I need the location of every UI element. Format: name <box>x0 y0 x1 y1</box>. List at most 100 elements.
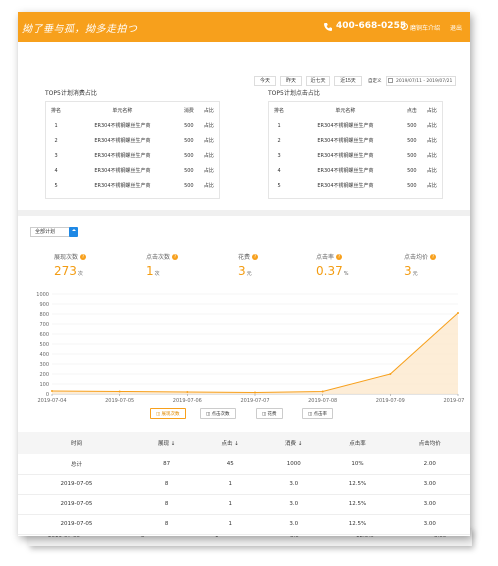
question-icon[interactable]: ? <box>252 253 259 260</box>
cell: ER304不锈钢螺丝生产商 <box>317 168 374 174</box>
legend-impressions-icon: ◫ <box>156 411 162 416</box>
cell: 10% <box>325 454 390 475</box>
cell: ER304不锈钢螺丝生产商 <box>317 183 374 189</box>
cell: 1000 <box>261 454 326 475</box>
table-row: 1 ER304不锈钢螺丝生产商 500 占比 <box>269 118 442 133</box>
cell: 12.5% <box>325 474 390 495</box>
top5-cost-panel: 排名 单元名称 消费 占比 1 ER304不锈钢螺丝生产商 500 占比 2 ER304… <box>45 101 220 199</box>
cell: 占比 <box>203 153 214 159</box>
trend-section <box>18 216 470 446</box>
metric-unit: 元 <box>246 271 252 277</box>
cell: 5 <box>277 182 281 189</box>
question-icon[interactable]: ? <box>80 253 87 260</box>
sort-icon[interactable]: ↓ <box>234 441 239 447</box>
x-tick-label: 2019-07-10 <box>443 398 464 404</box>
question-icon[interactable]: ? <box>172 253 179 260</box>
filter-yesterday-button[interactable]: 昨天 <box>280 76 302 86</box>
table-row: 2 ER304不锈钢螺丝生产商 500 占比 <box>269 133 442 148</box>
data-point <box>254 391 256 394</box>
trend-area-chart: 0 100 200 300 400 500 600 700 800 900 1000 2019-07-… <box>36 292 464 404</box>
cell: 2019-07-05 <box>18 474 135 495</box>
sort-icon[interactable]: ↓ <box>170 441 176 447</box>
shadow-cell-cost: 3.0 <box>290 533 299 539</box>
data-point <box>321 390 324 393</box>
question-icon[interactable]: ? <box>336 253 343 260</box>
legend-cost-button[interactable]: ◫ 花费 <box>256 408 283 419</box>
cell: 500 <box>184 152 194 159</box>
cell: 3 <box>277 152 281 159</box>
col-impressions[interactable]: 展现 ↓ <box>134 432 199 454</box>
col-rank: 排名 <box>51 107 62 114</box>
data-point <box>118 390 121 393</box>
y-tick-label: 100 <box>39 382 49 388</box>
cell: 500 <box>184 122 194 129</box>
metric-ctr: 点击率? 0.37% <box>316 252 396 278</box>
logout-link[interactable]: 退出 <box>450 25 463 32</box>
cell: 3.00 <box>389 474 470 495</box>
cell: 占比 <box>203 183 214 189</box>
date-range-picker[interactable]: 2019/07/11 - 2019/07/21 <box>386 76 456 86</box>
metric-cost: 花费? 3元 <box>238 252 318 278</box>
calendar-icon <box>388 78 393 83</box>
metric-label: 花费 <box>238 254 251 261</box>
col-share: 占比 <box>426 107 437 114</box>
y-tick-label: 400 <box>39 352 49 358</box>
col-avg: 点击均价 <box>389 432 470 454</box>
cell: 占比 <box>203 168 214 174</box>
filter-last7-button[interactable]: 近七天 <box>306 76 330 86</box>
section-divider <box>18 210 470 216</box>
cell: 3.0 <box>261 494 326 515</box>
cell: ER304不锈钢螺丝生产商 <box>94 153 151 159</box>
x-tick-label: 2019-07-07 <box>240 398 269 404</box>
x-tick-label: 2019-07-09 <box>376 398 405 404</box>
col-label: 点击 <box>221 441 233 447</box>
top5-click-title: TOP5计划点击占比 <box>268 90 320 97</box>
metric-unit: % <box>343 271 349 277</box>
top5-cost-table: 排名 单元名称 消费 占比 1 ER304不锈钢螺丝生产商 500 占比 2 ER304… <box>46 102 219 193</box>
cell: 500 <box>184 137 194 144</box>
legend-ctr-button[interactable]: ◫ 点击率 <box>302 408 334 419</box>
legend-ctr-icon: ◫ <box>308 411 314 416</box>
question-icon[interactable]: ? <box>430 253 437 260</box>
legend-clicks-label: 点击次数 <box>211 411 230 416</box>
cell: 2.00 <box>389 454 470 475</box>
filter-last15-button[interactable]: 近15天 <box>334 76 362 86</box>
cell: 500 <box>184 182 194 189</box>
cell: 5 <box>54 182 58 189</box>
col-clicks[interactable]: 点击 ↓ <box>198 432 262 454</box>
legend-clicks-button[interactable]: ◫ 点击次数 <box>200 408 236 419</box>
filter-custom-label[interactable]: 自定义 <box>368 79 382 84</box>
legend-impressions-button[interactable]: ◫ 展现次数 <box>150 408 186 419</box>
data-point <box>457 312 459 314</box>
sort-icon[interactable]: ↓ <box>297 441 303 447</box>
shadow-cell-ctr: 12.5% <box>356 533 374 539</box>
x-tick-label: 2019-07-04 <box>37 398 66 404</box>
top-header-bar: 拗了垂与孤，拗多走拍つ 400-668-0255 磨铜车介绍 退出 <box>18 12 470 42</box>
user-icon <box>401 23 408 30</box>
metric-unit: 次 <box>154 271 160 277</box>
filter-today-button[interactable]: 今天 <box>254 76 276 86</box>
y-tick-label: 300 <box>39 362 49 368</box>
cell: ER304不锈钢螺丝生产商 <box>94 168 151 174</box>
daily-data-table: 时间 展现 ↓ 点击 ↓ 消费 ↓ 点击率 点击均价 总计 87 45 1000 10%… <box>18 432 470 536</box>
data-point <box>51 390 53 392</box>
y-tick-label: 900 <box>39 302 49 308</box>
hotline-number: 400-668-0255 <box>336 21 407 31</box>
col-cost[interactable]: 消费 ↓ <box>261 432 326 454</box>
y-tick-label: 500 <box>39 342 49 348</box>
series-area <box>52 313 458 394</box>
table-row: 3 ER304不锈钢螺丝生产商 500 占比 <box>269 148 442 163</box>
cell: 500 <box>407 152 417 159</box>
plan-select-toggle-icon[interactable] <box>69 227 78 237</box>
legend-clicks-icon: ◫ <box>206 411 212 416</box>
metric-unit: 元 <box>412 271 418 277</box>
cell: 1 <box>198 514 262 535</box>
col-unit-name: 单元名称 <box>335 107 356 114</box>
top5-cost-title: TOP5计划消费占比 <box>45 90 97 97</box>
cell: 1 <box>54 122 58 129</box>
y-tick-label: 0 <box>46 392 49 398</box>
metric-unit: 次 <box>77 271 83 277</box>
user-link[interactable]: 磨铜车介绍 <box>410 25 441 32</box>
cell: ER304不锈钢螺丝生产商 <box>317 153 374 159</box>
table-row: 总计 87 45 1000 10% 2.00 <box>18 454 470 475</box>
